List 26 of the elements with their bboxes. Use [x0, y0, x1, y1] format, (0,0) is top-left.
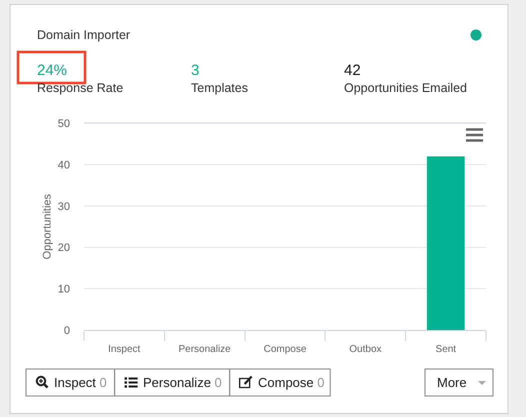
y-tick-label: 10 [58, 284, 70, 296]
y-tick-label: 20 [58, 242, 70, 254]
y-axis-title: Opportunities [41, 193, 54, 260]
data-label: 24% [37, 62, 68, 79]
data-label: 0 [214, 375, 222, 390]
x-tick-label: Outbox [349, 344, 382, 355]
category-label: Inspect [54, 375, 96, 390]
x-tick-label: Personalize [178, 344, 232, 355]
x-tick-label: Sent [436, 344, 456, 355]
y-tick-label: 40 [58, 159, 70, 172]
data-label: 42 [344, 62, 361, 79]
category-label: More [437, 375, 467, 390]
category-label: Compose [258, 375, 314, 390]
data-label: 0 [100, 375, 107, 390]
data-label: 3 [191, 62, 200, 79]
category-label: Personalize [143, 375, 211, 390]
category-label: Templates [191, 81, 248, 95]
category-label: Response Rate [37, 81, 124, 95]
x-tick-label: Inspect [108, 344, 141, 355]
text: Domain Importer [37, 28, 130, 42]
y-tick-label: 0 [64, 324, 70, 337]
category-label: Opportunities Emailed [344, 81, 468, 95]
y-tick-label: 30 [58, 200, 70, 213]
y-tick-label: 50 [58, 118, 70, 130]
data-label: 0 [317, 375, 324, 390]
x-tick-label: Compose [264, 344, 307, 355]
